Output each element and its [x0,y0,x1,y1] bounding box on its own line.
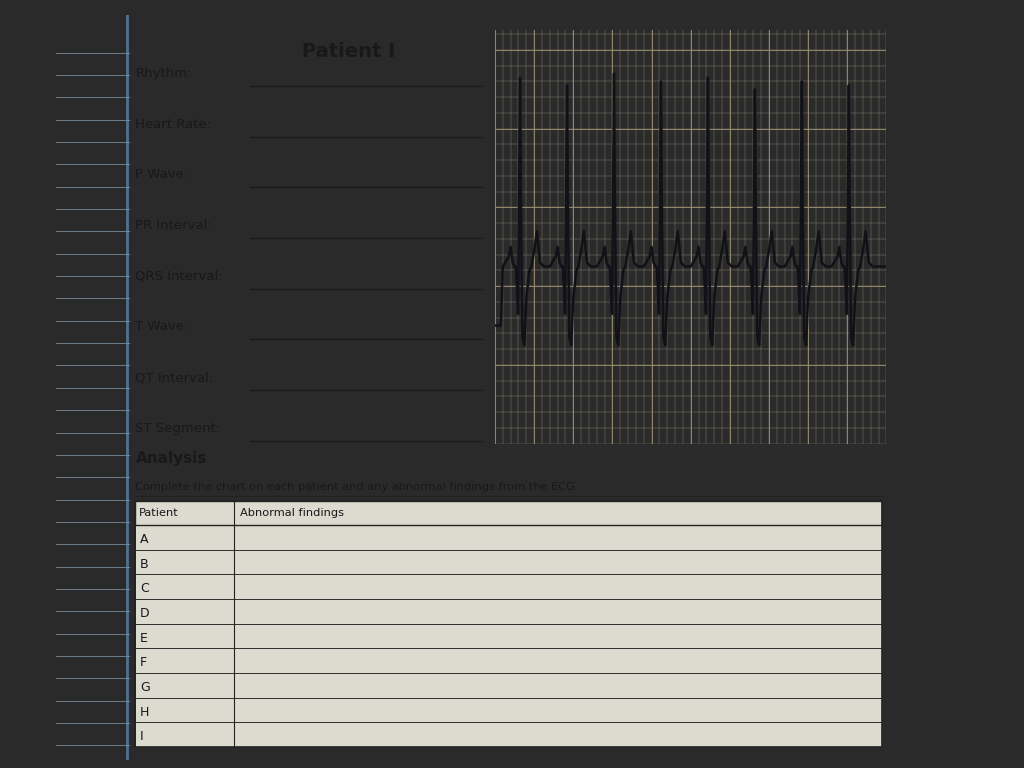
Text: E: E [139,631,147,644]
Bar [135,599,882,624]
Text: Analysis: Analysis [135,451,207,466]
Text: Abnormal findings: Abnormal findings [240,508,343,518]
Bar [135,624,882,648]
Bar [135,673,882,697]
Text: Patient I: Patient I [302,42,395,61]
Text: Heart Rate:: Heart Rate: [135,118,212,131]
Text: G: G [139,681,150,694]
Bar [135,722,882,747]
Text: C: C [139,582,148,595]
Text: T Wave:: T Wave: [135,320,188,333]
Text: A: A [139,533,148,546]
Text: B: B [139,558,148,571]
Bar [135,648,882,673]
Text: Rhythm:: Rhythm: [135,67,191,80]
Text: I: I [139,730,143,743]
Text: QT Interval:: QT Interval: [135,371,214,384]
Bar [135,501,882,747]
Text: Complete the chart on each patient and any abnormal findings from the ECG: Complete the chart on each patient and a… [135,482,575,492]
Bar [135,574,882,599]
Bar [135,697,882,722]
Text: H: H [139,706,150,719]
Text: D: D [139,607,150,620]
Text: QRS Interval:: QRS Interval: [135,270,223,283]
Bar [135,501,882,525]
Text: Patient: Patient [139,508,178,518]
Text: PR Interval:: PR Interval: [135,219,212,232]
Bar [135,550,882,574]
Text: P Wave:: P Wave: [135,168,188,181]
Bar [135,525,882,550]
Text: ST Segment:: ST Segment: [135,422,220,435]
Text: F: F [139,656,146,669]
